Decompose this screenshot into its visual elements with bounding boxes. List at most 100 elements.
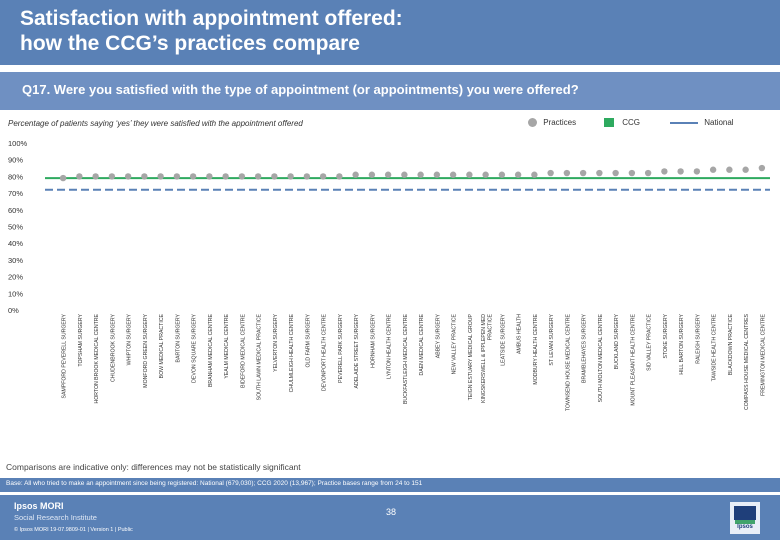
x-label-group: DAEN MEDICAL CENTRE [419, 313, 425, 375]
x-tick-label: STOKE SURGERY [663, 313, 669, 358]
ipsos-logo-icon: Ipsos [730, 502, 760, 534]
y-tick-label: 80% [8, 172, 23, 181]
x-tick-label: TAWSIDE HEALTH CENTRE [712, 313, 718, 381]
practice-point [189, 173, 197, 180]
x-tick-label: AMBUS HEALTH [517, 314, 523, 354]
x-label-group: ABBEY SURGERY [435, 313, 441, 358]
practice-point [222, 173, 229, 180]
reference-lines [45, 177, 770, 191]
practice-point [758, 164, 766, 172]
x-tick-label: MONFORD GREEN SURGERY [143, 313, 149, 387]
footer: Ipsos MORI Social Research Institute © I… [0, 495, 780, 540]
x-label-group: BUCKLAND SURGERY [614, 313, 620, 369]
practice-point [352, 171, 359, 178]
x-tick-label: OLD FARM SURGERY [305, 313, 311, 367]
x-tick-label: YEALM MEDICAL CENTRE [224, 313, 230, 378]
legend-national-icon [670, 121, 698, 124]
x-tick-label: PEVERELL PARK SURGERY [338, 313, 344, 382]
x-tick-label: ADELAIDE STREET SURGERY [354, 313, 360, 388]
x-label-group: KINGSKERSWELL & IPPLEPEN MED PRACTICE [481, 313, 494, 402]
practice-point [612, 169, 619, 177]
x-tick-label: BARTON SURGERY [175, 313, 181, 362]
practice-points [59, 164, 766, 182]
chart-subtitle: Percentage of patients saying ‘yes’ they… [8, 119, 303, 128]
x-tick-label: WHIPTON SURGERY [127, 313, 133, 365]
x-label-group: CHUDENBROOK SURGERY [110, 313, 116, 381]
base-text: Base: All who tried to make an appointme… [6, 480, 423, 487]
practice-point [206, 173, 213, 180]
x-tick-label: HORTON BROOK MEDICAL CENTRE [94, 313, 100, 403]
y-tick-label: 0% [8, 306, 19, 315]
x-tick-label: NEW VALLEY PRACTICE [452, 313, 458, 374]
x-tick-label: CHUDENBROOK SURGERY [110, 313, 116, 381]
x-tick-label: COMPASS HOUSE MEDICAL CENTRES [744, 313, 750, 410]
practice-point [336, 173, 343, 180]
x-tick-label: SID VALLEY PRACTICE [647, 313, 653, 370]
x-label-group: STOKE SURGERY [663, 313, 669, 358]
x-label-group: MONFORD GREEN SURGERY [143, 313, 149, 387]
x-tick-label: FREMINGTON MEDICAL CENTRE [760, 313, 766, 395]
practice-point [173, 173, 181, 180]
x-label-group: LEATSIDE SURGERY [500, 313, 506, 365]
y-tick-label: 60% [8, 206, 23, 215]
practice-point [303, 173, 311, 180]
x-tick-label: SOUTH MOLTON MEDICAL CENTRE [598, 313, 604, 402]
practice-point [157, 173, 164, 180]
y-axis: 0% 10% 20% 30% 40% 50% 60% 70% 80% 90% 100% [8, 139, 28, 315]
x-label-group: BLACKDOWN PRACTICE [728, 313, 734, 375]
x-label-group: HILL BARTON SURGERY [679, 313, 685, 374]
practice-point [709, 166, 717, 173]
x-label-group: TEIGN ESTUARY MEDICAL GROUP [468, 313, 474, 400]
x-label-group: TAWSIDE HEALTH CENTRE [712, 313, 718, 381]
x-tick-label: YELVERTON SURGERY [273, 313, 279, 371]
x-tick-label: MODBURY HEALTH CENTRE [533, 313, 539, 384]
x-tick-label: HILL BARTON SURGERY [679, 313, 685, 374]
chart: 0% 10% 20% 30% 40% 50% 60% 70% 80% 90% 100% SAMPFO… [8, 139, 770, 411]
x-tick-label: TOWNSEND HOUSE MEDICAL CENTRE [565, 313, 571, 411]
legend-practices-icon [528, 118, 537, 128]
x-label-group: FREMINGTON MEDICAL CENTRE [760, 313, 766, 395]
title-line-2: how the CCG’s practices compare [20, 32, 360, 55]
practice-point [76, 173, 83, 180]
x-tick-label: DEVON SQUARE SURGERY [192, 313, 198, 382]
x-label-group: ST LEVAN SURGERY [549, 313, 555, 365]
practice-point [384, 171, 392, 178]
sri-logo-text: Social Research Institute [14, 513, 97, 522]
practice-point [141, 173, 148, 180]
x-tick-label: TEIGN ESTUARY MEDICAL GROUP [468, 313, 474, 400]
question-text: Q17. Were you satisfied with the type of… [22, 82, 579, 97]
practice-point [547, 169, 554, 177]
practice-point [742, 166, 749, 173]
x-label-group: HORNHAM SURGERY [370, 313, 376, 367]
x-label-group: DEVON SQUARE SURGERY [192, 313, 198, 382]
practice-point [271, 173, 278, 180]
x-tick-label: SAMPFORD PEVERELL SURGERY [62, 313, 68, 398]
practice-point [254, 173, 262, 180]
practice-point [124, 173, 132, 180]
legend-ccg: CCG [604, 118, 640, 128]
x-label-group: DEVONPORT HEALTH CENTRE [322, 313, 328, 391]
x-tick-label: CHULMLEIGH HEALTH CENTRE [289, 313, 295, 392]
practice-point [661, 168, 668, 175]
x-tick-label: KINGSKERSWELL & IPPLEPEN MED [481, 314, 487, 403]
practice-point [498, 171, 506, 178]
x-tick-label: BRAMBLEHAYES SURGERY [582, 313, 588, 383]
y-tick-label: 70% [8, 189, 23, 198]
legend-national: National [670, 118, 734, 127]
x-axis-labels: SAMPFORD PEVERELL SURGERY TOPSHAM SURGERY… [62, 313, 767, 411]
x-tick-label: SOUTH LAWN MEDICAL PRACTICE [257, 313, 263, 400]
x-label-group: MOUNT PLEASANT HEALTH CENTRE [630, 313, 636, 405]
legend-national-label: National [704, 118, 734, 127]
y-tick-label: 90% [8, 156, 23, 165]
y-tick-label: 40% [8, 239, 23, 248]
x-tick-label: BUCKFASTLEIGH MEDICAL CENTRE [403, 313, 409, 404]
x-label-group: PEVERELL PARK SURGERY [338, 313, 344, 382]
practice-point [59, 174, 67, 182]
practice-point [677, 168, 684, 175]
x-tick-label: LEATSIDE SURGERY [500, 313, 506, 365]
x-tick-label: BRANHAM MEDICAL CENTRE [208, 313, 214, 387]
comparison-note: Comparisons are indicative only: differe… [6, 462, 301, 472]
ipsos-mori-logo-text: Ipsos MORI [14, 501, 64, 511]
x-label-group: YEALM MEDICAL CENTRE [224, 313, 230, 378]
x-label-group: AMBUS HEALTH [517, 314, 523, 354]
